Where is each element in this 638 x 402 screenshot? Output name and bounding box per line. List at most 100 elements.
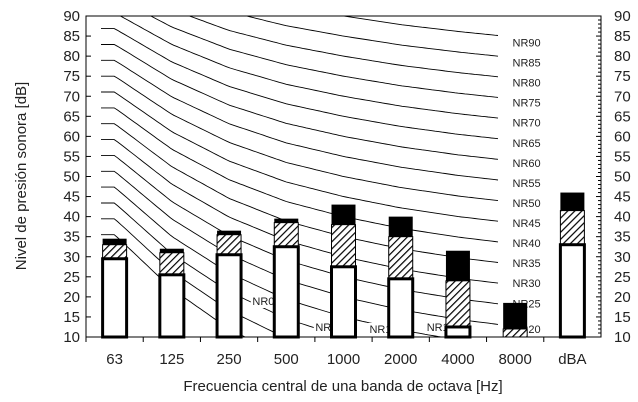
y-tick-label-right: 10	[614, 329, 631, 346]
bar-top-segment	[217, 230, 242, 235]
y-tick-label-right: 50	[614, 169, 631, 186]
x-tick-label: 250	[217, 351, 242, 368]
y-tick-label-left: 15	[63, 309, 80, 326]
y-tick-label-right: 45	[614, 189, 631, 206]
bar-top-segment	[503, 302, 528, 329]
nr-curve	[101, 75, 499, 202]
nr-label-bg	[510, 257, 543, 271]
y-tick-label-left: 55	[63, 148, 80, 165]
bar-hatched-segment	[159, 252, 185, 276]
x-axis: 63 125 250 500 1000 2000 4000 8000 dBA	[85, 337, 587, 368]
y-tick-label-right: 70	[614, 88, 631, 105]
nr-curve	[149, 16, 499, 98]
nr-label-bg	[510, 96, 543, 110]
bar-top-segment	[560, 192, 585, 211]
x-tick-label: 8000	[498, 351, 531, 368]
y-tick-label-right: 25	[614, 269, 631, 286]
bar-hatched-segment	[273, 222, 299, 248]
nr-label-bg	[510, 56, 543, 70]
nr-label-bg	[510, 277, 543, 291]
y-axis-left: 10 15 20 25 30 35 40 45 50 55 60 65 70 75 80 85 90	[63, 8, 91, 346]
y-tick-label-right: 35	[614, 229, 631, 246]
bar-bottom-segment	[215, 253, 243, 339]
nr-curve	[101, 28, 499, 140]
nr-curve-label: NR35	[513, 258, 541, 270]
nr-label-bg	[510, 156, 543, 170]
y-tick-label-left: 50	[63, 169, 80, 186]
y-tick-label-left: 65	[63, 108, 80, 125]
nr-curve-label: NR40	[513, 238, 541, 250]
nr-curve-label: NR90	[513, 37, 541, 49]
y-tick-label-right: 20	[614, 289, 631, 306]
bar-top-segment	[331, 204, 356, 225]
bar-top-segment	[445, 250, 470, 281]
nr-label-bg	[510, 116, 543, 130]
bar-hatched-segment	[502, 328, 528, 338]
nr-curve-label: NR45	[513, 218, 541, 230]
bar-hatched-segment	[331, 224, 356, 268]
bar-bottom-segment	[330, 265, 357, 339]
nr-label-bg	[510, 136, 543, 150]
bar-hatched-segment	[559, 210, 585, 246]
y-tick-label-right: 15	[614, 309, 631, 326]
bar-bottom-segment	[558, 243, 586, 339]
x-tick-label: 2000	[384, 351, 417, 368]
y-tick-label-left: 10	[63, 329, 80, 346]
nr-curve-label: NR65	[513, 138, 541, 150]
y-tick-label-left: 80	[63, 48, 80, 65]
y-tick-label-left: 90	[63, 8, 80, 25]
y-tick-label-left: 60	[63, 128, 80, 145]
bar-hatched-segment	[216, 234, 242, 256]
bar-bottom-segment	[158, 273, 186, 339]
y-tick-label-left: 30	[63, 249, 80, 266]
nr-curve-label: NR70	[513, 118, 541, 130]
bar-bottom-segment	[101, 257, 129, 339]
y-tick-label-right: 80	[614, 48, 631, 65]
nr-curve-label: NR75	[513, 98, 541, 110]
nr-curve	[101, 59, 499, 181]
x-tick-label: dBA	[558, 351, 586, 368]
bar-bottom-segment	[444, 325, 472, 339]
bar-top-segment	[388, 216, 413, 237]
x-axis-title: Frecuencia central de una banda de octav…	[183, 378, 502, 395]
nr-curve-label: NR60	[513, 158, 541, 170]
y-tick-label-left: 45	[63, 189, 80, 206]
y-tick-label-right: 65	[614, 108, 631, 125]
x-tick-label: 125	[159, 351, 184, 368]
x-tick-label: 63	[106, 351, 123, 368]
nr-curve	[101, 107, 499, 243]
bar-top-segment	[102, 238, 127, 245]
nr-label-bg	[510, 196, 543, 210]
nr-curve	[340, 16, 499, 36]
y-tick-label-right: 75	[614, 68, 631, 85]
bar-top-segment	[159, 248, 184, 253]
nr-curve-label: NR30	[513, 278, 541, 290]
bar-bottom-segment	[387, 277, 415, 339]
nr-curve	[101, 123, 499, 263]
nr-curve	[101, 139, 499, 284]
y-tick-label-left: 70	[63, 88, 80, 105]
nr-curve-label: NR55	[513, 178, 541, 190]
nr-label-bg	[510, 237, 543, 251]
y-tick-label-right: 40	[614, 209, 631, 226]
y-tick-label-right: 85	[614, 28, 631, 45]
y-tick-label-right: 30	[614, 249, 631, 266]
y-tick-label-left: 75	[63, 68, 80, 85]
y-tick-label-left: 20	[63, 289, 80, 306]
y-tick-label-left: 25	[63, 269, 80, 286]
y-tick-label-right: 90	[614, 8, 631, 25]
nr-labels: NR90 NR85 NR80 NR75 NR70 NR65 NR60 NR55 NR50 NR45…	[250, 36, 543, 336]
nr-label-bg	[510, 76, 543, 90]
y-axis-right: 10 15 20 25 30 35 40 45 50 55 60 65 70 75 80 85 90	[596, 8, 631, 346]
y-axis-title: Nivel de presión sonora [dB]	[13, 82, 30, 270]
bar-bottom-segment	[272, 245, 300, 339]
nr-curves	[101, 16, 499, 337]
y-tick-label-left: 85	[63, 28, 80, 45]
nr-curve	[244, 16, 499, 57]
y-tick-label-left: 40	[63, 209, 80, 226]
nr-curve-label: NR80	[513, 78, 541, 90]
bar-hatched-segment	[102, 244, 128, 260]
nr-curve	[101, 44, 499, 160]
bar-hatched-segment	[388, 236, 414, 280]
